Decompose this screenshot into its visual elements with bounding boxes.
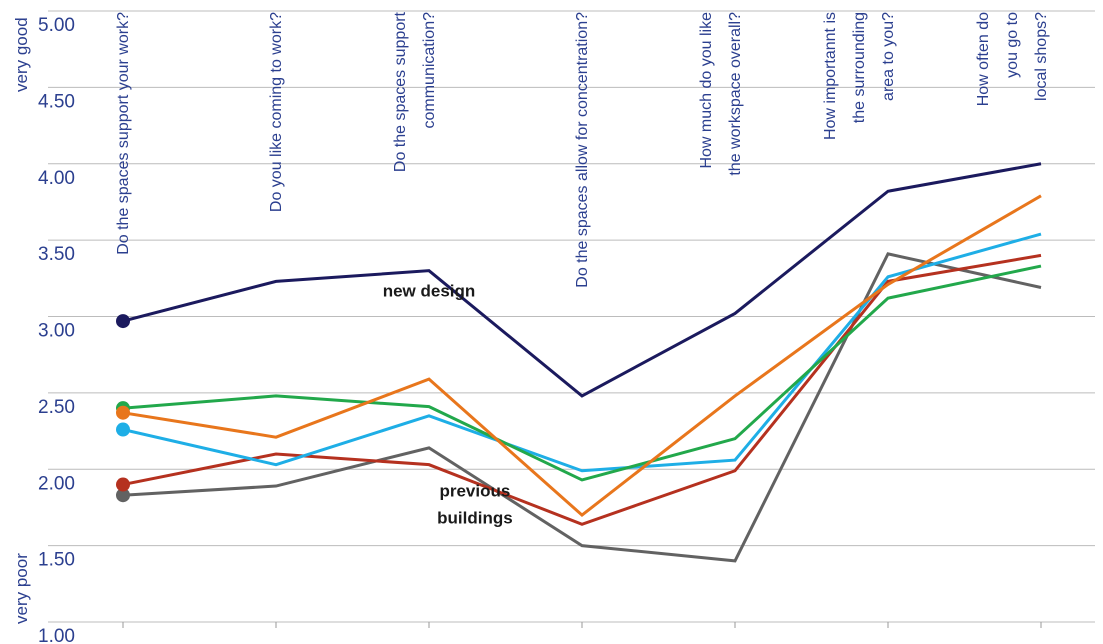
category-label: How importannt is — [822, 12, 839, 140]
category-label: you go to — [1004, 12, 1021, 78]
category-label: Do the spaces allow for concentration? — [574, 12, 591, 288]
series-start-marker — [116, 405, 130, 420]
y-axis-bottom-label: very poor — [12, 553, 31, 624]
series-line — [122, 194, 1042, 518]
series-start-markers — [116, 314, 130, 503]
series-line — [122, 264, 1042, 482]
y-tick-label: 4.00 — [38, 168, 75, 189]
category-labels: Do the spaces support your work? Do you l… — [115, 11, 1050, 287]
category-label: Do you like coming to work? — [268, 12, 285, 212]
grid-lines — [48, 10, 1095, 628]
chart-annotation: buildings — [437, 509, 513, 528]
y-tick-label: 3.50 — [38, 244, 75, 265]
series-line — [122, 162, 1042, 398]
series-line — [122, 253, 1042, 526]
annotations: new design previous buildings — [383, 282, 513, 528]
series-start-marker — [116, 488, 130, 503]
category-label: the workspace overall? — [727, 12, 744, 176]
y-tick-label: 2.50 — [38, 397, 75, 418]
chart-annotation: new design — [383, 282, 476, 301]
category-label: the surrounding — [851, 12, 868, 123]
y-tick-label: 1.50 — [38, 550, 75, 571]
series-line — [122, 232, 1042, 473]
y-tick-label: 1.00 — [38, 626, 75, 644]
category-label: Do the spaces support your work? — [115, 12, 132, 255]
category-label: communication? — [421, 12, 438, 129]
series-lines — [122, 162, 1042, 563]
category-label: Do the spaces support — [392, 11, 409, 172]
series-start-marker — [116, 477, 130, 492]
y-tick-label: 2.00 — [38, 473, 75, 494]
y-tick-label: 3.00 — [38, 321, 75, 342]
y-axis-top-label: very good — [12, 17, 31, 92]
y-tick-label: 4.50 — [38, 91, 75, 112]
category-label: area to you? — [880, 12, 897, 101]
y-axis-ticks: 1.00 1.50 2.00 2.50 3.00 3.50 4.00 4.50 5.00 — [38, 15, 75, 644]
series-start-marker — [116, 422, 130, 437]
category-label: local shops? — [1033, 12, 1050, 101]
category-label: How much do you like — [698, 12, 715, 169]
chart-annotation: previous — [439, 482, 510, 501]
category-label: How often do — [975, 12, 992, 106]
series-start-marker — [116, 314, 130, 329]
series-line — [122, 252, 1042, 563]
y-tick-label: 5.00 — [38, 15, 75, 36]
